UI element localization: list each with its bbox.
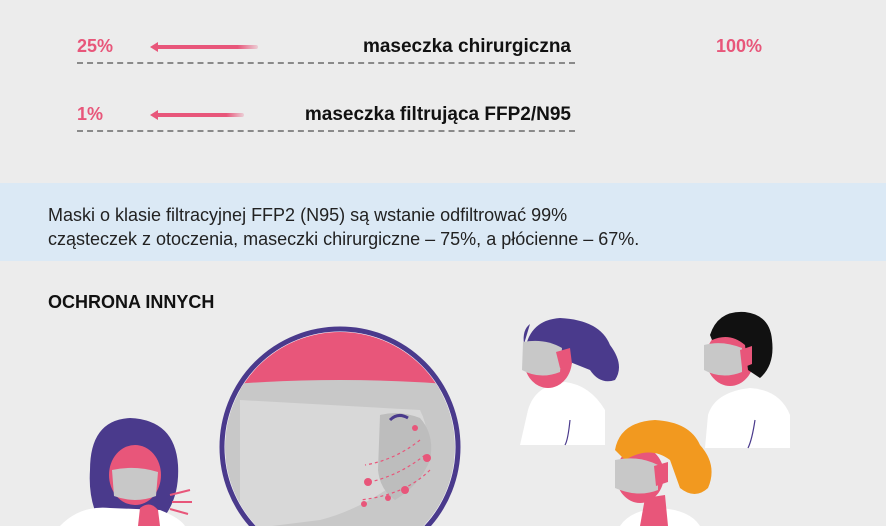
percent-value: 25% <box>77 36 114 56</box>
info-text: Maski o klasie filtracyjnej FFP2 (N95) s… <box>48 203 848 251</box>
section-title: OCHRONA INNYCH <box>48 292 215 312</box>
info-box: Maski o klasie filtracyjnej FFP2 (N95) s… <box>0 183 886 261</box>
left-arrow-icon <box>150 42 258 52</box>
dashed-divider <box>77 62 575 64</box>
person-black-hair-illustration <box>704 311 790 449</box>
dashed-divider <box>77 130 575 132</box>
person-purple-hair-illustration <box>520 318 619 446</box>
coughing-person-illustration <box>60 418 192 526</box>
full-percent-value: 100% <box>716 36 763 56</box>
left-arrow-icon <box>150 110 244 120</box>
info-line-1: Maski o klasie filtracyjnej FFP2 (N95) s… <box>48 205 568 225</box>
mask-type-label: maseczka chirurgiczna <box>362 36 571 57</box>
info-line-2: cząsteczek z otoczenia, maseczki chirurg… <box>48 229 640 249</box>
illustration <box>60 311 790 526</box>
person-orange-hair-illustration <box>615 420 712 526</box>
percent-value: 1% <box>77 104 104 124</box>
magnifier-illustration <box>219 326 461 526</box>
mask-type-label: maseczka filtrująca FFP2/N95 <box>304 104 571 125</box>
